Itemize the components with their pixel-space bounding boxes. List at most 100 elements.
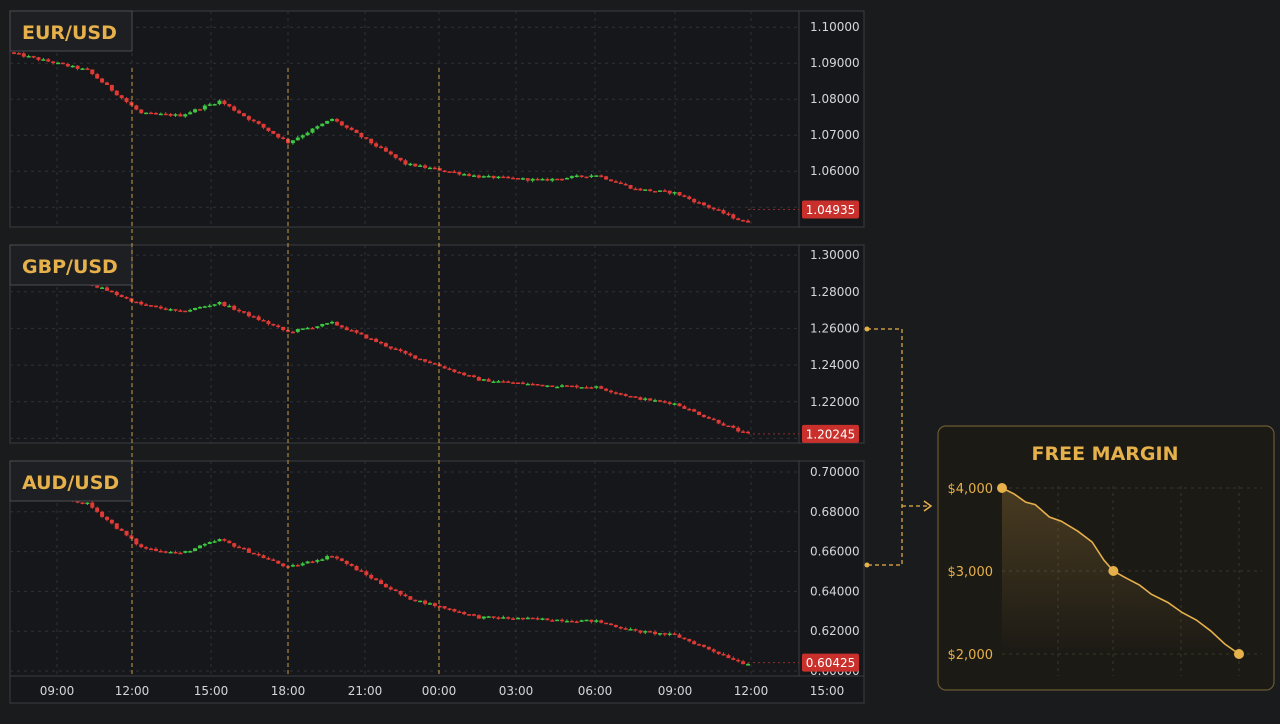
candle-body <box>124 530 129 536</box>
candle-body <box>290 331 295 334</box>
candle-body <box>95 74 100 79</box>
candle-body <box>418 165 423 167</box>
candle-body <box>706 417 711 419</box>
last-price-text: 1.20245 <box>806 427 856 441</box>
candle-body <box>104 287 109 291</box>
candle-body <box>173 551 178 554</box>
candle-body <box>418 600 423 603</box>
candle-body <box>545 178 550 181</box>
candle-body <box>716 651 721 654</box>
candle-body <box>589 387 594 389</box>
candle-body <box>383 147 388 152</box>
candle-body <box>462 612 467 615</box>
candle-body <box>398 157 403 161</box>
candle-body <box>432 167 437 170</box>
candle-body <box>334 556 339 559</box>
candle-body <box>153 548 158 551</box>
candle-body <box>246 116 251 120</box>
last-price-text: 0.60425 <box>806 656 856 670</box>
candle-body <box>452 369 457 372</box>
candle-body <box>633 396 638 398</box>
candle-body <box>364 137 369 139</box>
candle-body <box>320 323 325 327</box>
candle-body <box>540 618 545 620</box>
candle-body <box>506 617 511 619</box>
candle-body <box>677 192 682 196</box>
candle-body <box>315 126 320 129</box>
candle-body <box>721 653 726 656</box>
candle-body <box>653 191 658 193</box>
panel-eur-usd: 1.100001.090001.080001.070001.060001.050… <box>9 10 865 228</box>
candle-body <box>726 425 731 428</box>
candle-body <box>589 175 594 178</box>
candle-body <box>90 69 95 75</box>
candle-body <box>222 100 227 104</box>
time-tick-label: 00:00 <box>422 684 457 698</box>
margin-area <box>1002 488 1239 654</box>
panel-frame <box>9 10 865 228</box>
candle-body <box>266 558 271 560</box>
y-tick-label: 0.64000 <box>810 584 860 598</box>
candle-body <box>594 175 599 177</box>
candle-body <box>530 617 535 620</box>
candle-body <box>173 309 178 311</box>
candle-body <box>212 104 217 106</box>
candle-body <box>369 338 374 340</box>
candle-body <box>320 123 325 127</box>
candle-body <box>149 112 154 115</box>
candle-body <box>731 425 736 428</box>
candle-body <box>70 65 75 68</box>
candle-body <box>486 616 491 618</box>
candle-body <box>124 98 129 102</box>
candle-body <box>442 366 447 369</box>
candle-body <box>85 68 90 70</box>
candle-body <box>682 406 687 409</box>
y-tick-label: 0.70000 <box>810 465 860 479</box>
candle-body <box>623 183 628 186</box>
candle-body <box>506 381 511 383</box>
candle-body <box>114 291 119 296</box>
candle-body <box>144 547 149 549</box>
candle-body <box>442 170 447 173</box>
candle-body <box>36 57 41 60</box>
candle-body <box>721 210 726 214</box>
margin-marker <box>1234 649 1244 659</box>
candle-body <box>476 175 481 178</box>
candle-body <box>687 639 692 642</box>
candle-body <box>599 386 604 389</box>
candle-body <box>359 332 364 335</box>
candle-body <box>662 401 667 403</box>
candle-body <box>677 403 682 407</box>
candle-body <box>692 641 697 645</box>
y-tick-label: 1.08000 <box>810 92 860 106</box>
candle-body <box>261 123 266 128</box>
candle-body <box>447 368 452 370</box>
candle-body <box>300 135 305 138</box>
candle-body <box>330 321 335 324</box>
candle-body <box>594 620 599 622</box>
candle-body <box>481 616 486 619</box>
candle-body <box>697 644 702 646</box>
candle-body <box>344 327 349 331</box>
candle-body <box>452 609 457 612</box>
candle-body <box>163 551 168 553</box>
candle-body <box>183 114 188 117</box>
candle-body <box>657 633 662 635</box>
candle-body <box>168 309 173 311</box>
candle-body <box>599 175 604 177</box>
candle-body <box>638 630 643 633</box>
panel-frame <box>9 460 865 677</box>
candle-body <box>246 312 251 317</box>
candle-body <box>741 661 746 665</box>
candle-body <box>589 619 594 622</box>
candle-body <box>344 560 349 564</box>
candle-body <box>129 298 134 302</box>
candle-body <box>104 516 109 520</box>
candle-body <box>540 178 545 181</box>
candle-body <box>65 63 70 67</box>
candle-body <box>374 578 379 581</box>
candle-body <box>452 171 457 174</box>
candle-body <box>202 543 207 546</box>
candle-body <box>731 214 736 219</box>
